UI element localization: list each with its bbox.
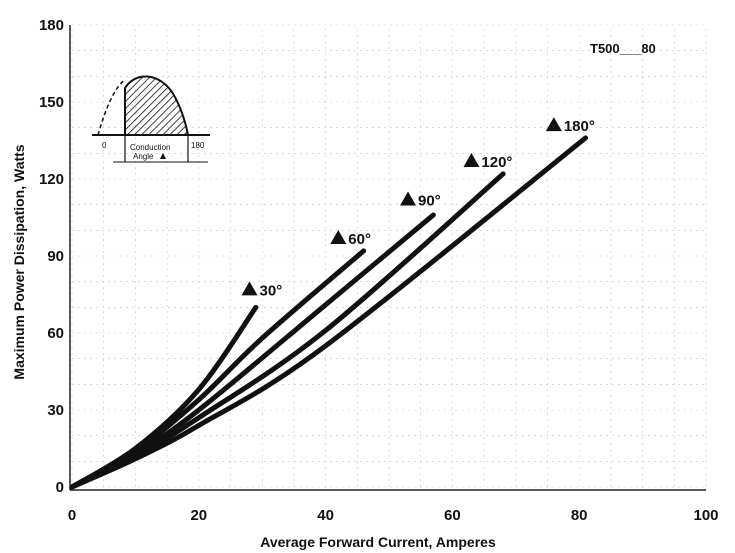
y-tick-label: 180 <box>39 17 64 34</box>
x-tick-label: 20 <box>190 507 207 524</box>
x-tick-label: 0 <box>68 507 76 524</box>
series-label: 120° <box>481 154 512 171</box>
y-tick-label: 90 <box>47 248 64 265</box>
x-tick-label: 40 <box>317 507 334 524</box>
x-tick-label: 60 <box>444 507 461 524</box>
y-tick-label: 0 <box>56 479 64 496</box>
series-label: 60° <box>348 231 371 248</box>
series-label: 90° <box>418 193 441 210</box>
inset-180-label: 180 <box>191 141 205 150</box>
y-tick-label: 30 <box>47 402 64 419</box>
x-tick-label: 100 <box>693 507 718 524</box>
series-label: 30° <box>260 282 283 299</box>
y-axis-title: Maximum Power Dissipation, Watts <box>11 144 27 379</box>
inset-zero-label: 0 <box>102 141 107 150</box>
inset-caption-line1: Conduction <box>130 143 170 152</box>
x-tick-label: 80 <box>571 507 588 524</box>
inset-caption-line2: Angle <box>133 152 154 161</box>
y-tick-label: 150 <box>39 94 64 111</box>
y-tick-label: 120 <box>39 171 64 188</box>
x-axis-title: Average Forward Current, Amperes <box>260 534 496 550</box>
y-tick-label: 60 <box>47 325 64 342</box>
reference-label: T500___80 <box>590 41 656 56</box>
series-label: 180° <box>564 118 595 135</box>
